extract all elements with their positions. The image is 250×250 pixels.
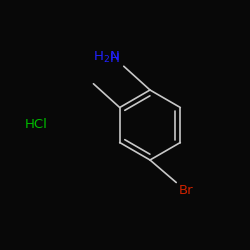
Text: H: H xyxy=(110,52,120,65)
Text: $\mathregular{H_2N}$: $\mathregular{H_2N}$ xyxy=(93,50,120,65)
Text: Br: Br xyxy=(178,184,193,197)
Text: HCl: HCl xyxy=(25,118,48,132)
